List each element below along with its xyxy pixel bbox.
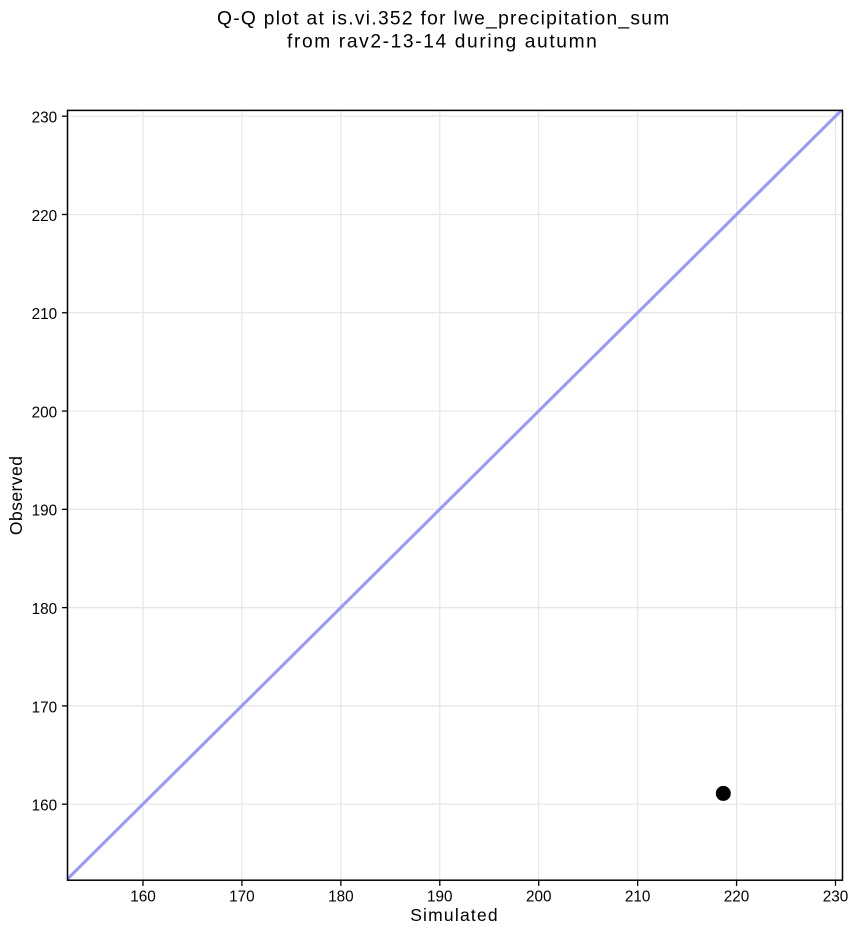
svg-text:180: 180 bbox=[32, 601, 58, 618]
svg-text:200: 200 bbox=[526, 888, 552, 905]
svg-text:220: 220 bbox=[32, 208, 58, 225]
svg-text:200: 200 bbox=[32, 404, 58, 421]
svg-text:160: 160 bbox=[130, 888, 156, 905]
svg-text:180: 180 bbox=[328, 888, 354, 905]
svg-text:220: 220 bbox=[724, 888, 750, 905]
svg-text:210: 210 bbox=[625, 888, 651, 905]
svg-text:170: 170 bbox=[32, 699, 58, 716]
svg-text:230: 230 bbox=[32, 110, 58, 127]
svg-text:160: 160 bbox=[32, 798, 58, 815]
svg-text:Simulated: Simulated bbox=[410, 905, 499, 925]
svg-text:Q-Q plot at is.vi.352 for lwe_: Q-Q plot at is.vi.352 for lwe_precipitat… bbox=[217, 8, 671, 29]
svg-text:230: 230 bbox=[823, 888, 849, 905]
svg-text:210: 210 bbox=[32, 306, 58, 323]
svg-text:190: 190 bbox=[427, 888, 453, 905]
svg-text:170: 170 bbox=[229, 888, 255, 905]
svg-text:Observed: Observed bbox=[6, 456, 26, 535]
svg-text:190: 190 bbox=[32, 503, 58, 520]
svg-text:from rav2-13-14 during autumn: from rav2-13-14 during autumn bbox=[287, 32, 598, 53]
